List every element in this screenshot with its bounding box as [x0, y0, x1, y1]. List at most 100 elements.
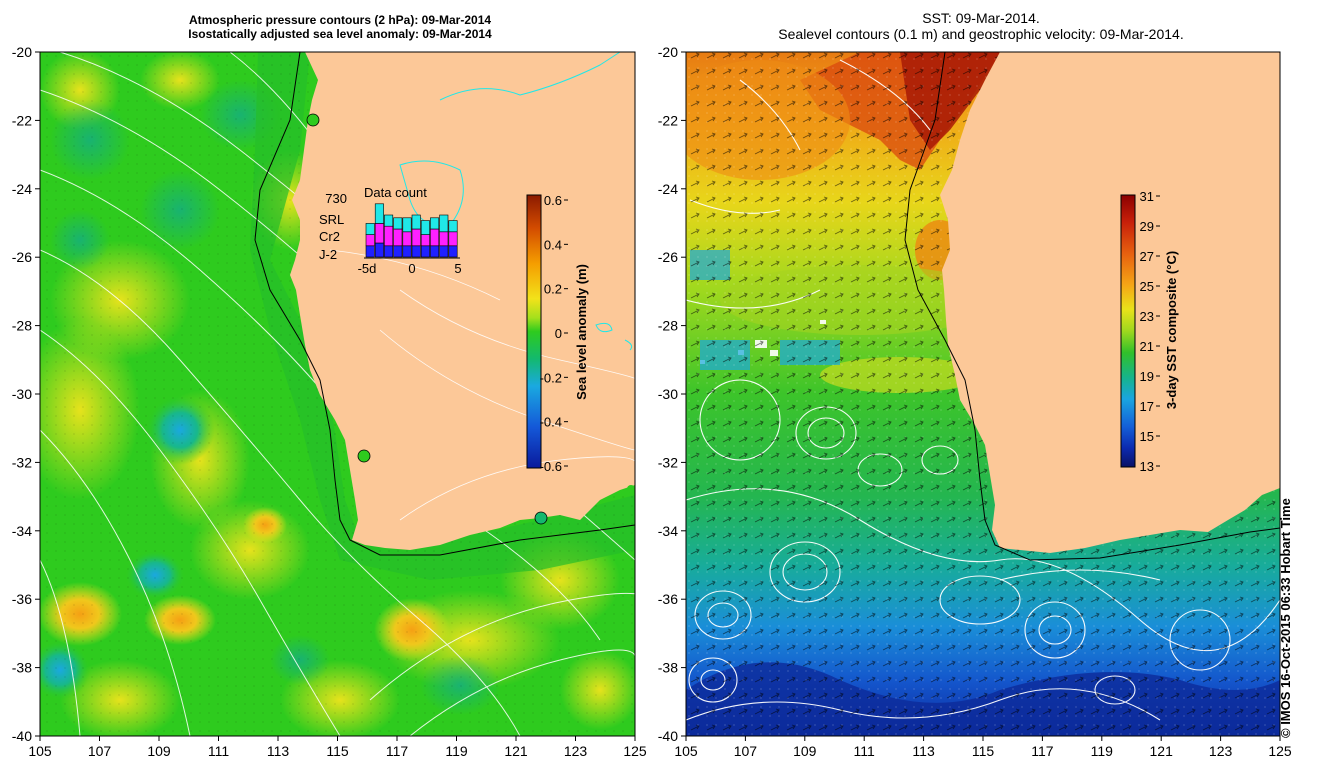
data-count-bar-cr2 — [430, 228, 440, 247]
x-tick-label: 121 — [1150, 743, 1174, 759]
data-count-max: 730 — [325, 191, 347, 206]
data-count-bar-cr2 — [439, 231, 449, 247]
y-tick-label: -40 — [12, 728, 32, 744]
x-tick-label: 123 — [564, 743, 588, 759]
y-tick-label: -26 — [12, 249, 32, 265]
data-count-xtick: 5 — [454, 261, 461, 276]
colorbar-tick-label: 0 — [555, 326, 562, 341]
x-tick-label: 111 — [208, 743, 229, 759]
x-tick-label: 107 — [88, 743, 112, 759]
y-tick-label: -22 — [12, 112, 32, 128]
data-count-bar-j2 — [448, 245, 458, 258]
data-count-bar-srl — [374, 203, 384, 224]
left-title-line2: Isostatically adjusted sea level anomaly… — [188, 27, 492, 41]
colorbar-tick-label: -0.6 — [540, 459, 562, 474]
right-land-australia — [940, 52, 1280, 553]
right-title-line1: SST: 09-Mar-2014. — [922, 10, 1040, 26]
x-tick-label: 105 — [674, 743, 698, 759]
x-tick-label: 119 — [445, 743, 468, 759]
left-land-australia — [290, 52, 635, 550]
data-count-xtick: 0 — [408, 261, 415, 276]
x-tick-label: 109 — [147, 743, 171, 759]
data-count-bar-srl — [402, 217, 412, 233]
x-tick-label: 121 — [504, 743, 528, 759]
x-tick-label: 117 — [1031, 743, 1054, 759]
y-tick-label: -32 — [658, 454, 678, 470]
data-count-bar-srl — [411, 214, 421, 230]
data-count-bar-j2 — [439, 245, 449, 258]
y-tick-label: -30 — [658, 386, 678, 402]
y-tick-label: -34 — [658, 523, 678, 539]
data-count-bar-cr2 — [420, 234, 430, 247]
data-count-bar-j2 — [420, 245, 430, 258]
right-title-line2: Sealevel contours (0.1 m) and geostrophi… — [778, 26, 1184, 42]
data-count-inset: Data count 730 SRL Cr2 J-2 -5d 0 5 — [319, 185, 462, 276]
colorbar-tick-label: 0.2 — [544, 282, 562, 297]
data-count-bar-j2 — [384, 245, 394, 258]
data-count-bar-j2 — [402, 245, 412, 258]
data-count-bar-srl — [448, 220, 458, 233]
colorbar-tick-label: -0.4 — [540, 415, 562, 430]
colorbar-tick-label: 23 — [1140, 309, 1154, 324]
x-tick-label: 107 — [734, 743, 758, 759]
x-tick-label: 115 — [326, 743, 349, 759]
x-tick-label: 105 — [28, 743, 52, 759]
y-tick-label: -22 — [658, 112, 678, 128]
y-tick-label: -28 — [658, 318, 678, 334]
colorbar-tick-label: 0.4 — [544, 237, 562, 252]
y-tick-label: -24 — [12, 181, 32, 197]
data-count-bar-cr2 — [393, 228, 403, 247]
left-colorbar-label: Sea level anomaly (m) — [574, 264, 589, 400]
data-count-bars — [365, 203, 458, 258]
data-count-bar-j2 — [365, 245, 375, 258]
x-tick-label: 115 — [972, 743, 995, 759]
x-tick-label: 113 — [267, 743, 290, 759]
x-tick-label: 125 — [1268, 743, 1292, 759]
colorbar-tick-label: 17 — [1140, 399, 1154, 414]
data-count-bar-srl — [439, 214, 449, 233]
data-count-bar-j2 — [411, 245, 421, 258]
y-tick-label: -30 — [12, 386, 32, 402]
data-count-bar-srl — [365, 223, 375, 235]
x-tick-label: 111 — [854, 743, 875, 759]
credit-text: © IMOS 16-Oct-2015 06:33 Hobart Time — [1278, 498, 1293, 738]
x-tick-label: 117 — [386, 743, 409, 759]
data-count-bar-cr2 — [402, 231, 412, 247]
axis-ticks: 105 107 109 111 113 115 117 119 121 123 125 -20 -22 -… — [12, 44, 1292, 759]
data-count-bar-cr2 — [411, 228, 421, 247]
data-count-bar-j2 — [430, 245, 440, 258]
x-tick-label: 113 — [912, 743, 935, 759]
y-tick-label: -26 — [658, 249, 678, 265]
colorbar-tick-label: 15 — [1140, 429, 1154, 444]
y-tick-label: -36 — [658, 591, 678, 607]
x-tick-label: 123 — [1209, 743, 1233, 759]
left-colorbar: 0.6 0.4 0.2 0 -0.2 -0.4 -0.6 Sea level anomaly… — [526, 193, 589, 474]
y-tick-label: -20 — [658, 44, 678, 60]
right-map — [686, 52, 1280, 736]
data-count-bar-srl — [430, 217, 440, 230]
data-count-bar-cr2 — [384, 225, 394, 247]
data-count-bar-j2 — [374, 242, 384, 258]
y-tick-label: -34 — [12, 523, 32, 539]
data-count-bar-cr2 — [365, 234, 375, 247]
y-tick-label: -40 — [658, 728, 678, 744]
data-count-title: Data count — [364, 185, 427, 200]
data-count-bar-srl — [420, 220, 430, 235]
data-count-xtick: -5d — [358, 261, 377, 276]
left-map — [40, 52, 635, 736]
data-count-bar-j2 — [393, 245, 403, 258]
data-count-bar-srl — [393, 217, 403, 230]
colorbar-tick-label: 27 — [1140, 249, 1154, 264]
y-tick-label: -24 — [658, 181, 678, 197]
legend-cr2: Cr2 — [319, 229, 340, 244]
right-colorbar-label: 3-day SST composite (°C) — [1164, 251, 1179, 409]
colorbar-tick-label: 21 — [1140, 339, 1154, 354]
colorbar-tick-label: 29 — [1140, 219, 1154, 234]
y-tick-label: -32 — [12, 454, 32, 470]
legend-srl: SRL — [319, 212, 344, 227]
colorbar-tick-label: -0.2 — [540, 370, 562, 385]
right-colorbar: 31 29 27 25 23 21 19 17 15 13 3-day SST composite… — [1120, 189, 1179, 474]
data-count-bar-cr2 — [374, 223, 384, 244]
y-tick-label: -20 — [12, 44, 32, 60]
